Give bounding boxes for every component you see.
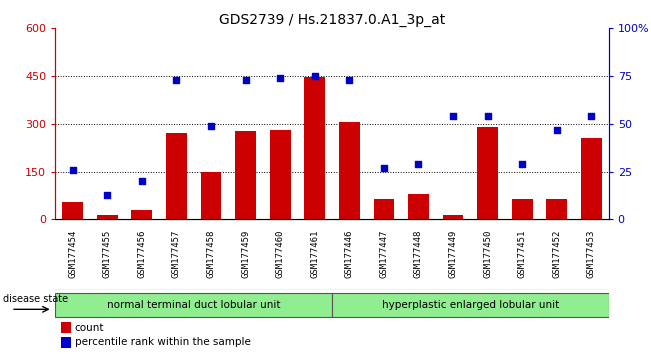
Point <box>68 167 78 173</box>
Point <box>206 123 216 129</box>
Point <box>586 113 596 119</box>
Point <box>137 178 147 184</box>
Title: GDS2739 / Hs.21837.0.A1_3p_at: GDS2739 / Hs.21837.0.A1_3p_at <box>219 13 445 27</box>
Bar <box>443 215 464 219</box>
Bar <box>332 293 609 317</box>
Text: GSM177455: GSM177455 <box>103 229 112 278</box>
Text: normal terminal duct lobular unit: normal terminal duct lobular unit <box>107 300 281 310</box>
Text: GSM177460: GSM177460 <box>275 229 284 278</box>
Text: GSM177459: GSM177459 <box>241 229 250 278</box>
Text: GSM177446: GSM177446 <box>345 229 353 278</box>
Text: GSM177461: GSM177461 <box>311 229 319 278</box>
Text: GSM177456: GSM177456 <box>137 229 146 278</box>
Bar <box>201 172 221 219</box>
Text: GSM177452: GSM177452 <box>552 229 561 278</box>
Point <box>344 77 355 83</box>
Text: hyperplastic enlarged lobular unit: hyperplastic enlarged lobular unit <box>381 300 559 310</box>
Bar <box>339 122 359 219</box>
Bar <box>305 77 325 219</box>
Point <box>448 113 458 119</box>
Bar <box>166 133 187 219</box>
Text: GSM177447: GSM177447 <box>380 229 389 278</box>
Point <box>171 77 182 83</box>
Bar <box>132 210 152 219</box>
Bar <box>581 138 602 219</box>
Bar <box>512 199 533 219</box>
Text: GSM177457: GSM177457 <box>172 229 181 278</box>
Text: percentile rank within the sample: percentile rank within the sample <box>75 337 251 348</box>
Text: GSM177453: GSM177453 <box>587 229 596 278</box>
Point <box>551 127 562 132</box>
Bar <box>374 199 395 219</box>
Text: disease state: disease state <box>3 295 68 304</box>
Bar <box>61 322 71 333</box>
Bar <box>97 215 118 219</box>
Bar <box>546 199 567 219</box>
Bar <box>55 293 332 317</box>
Text: GSM177451: GSM177451 <box>518 229 527 278</box>
Point <box>102 192 113 198</box>
Text: GSM177449: GSM177449 <box>449 229 458 278</box>
Text: GSM177448: GSM177448 <box>414 229 423 278</box>
Text: count: count <box>75 322 104 332</box>
Bar <box>408 194 429 219</box>
Bar <box>270 130 290 219</box>
Point <box>517 161 527 167</box>
Point <box>482 113 493 119</box>
Text: GSM177454: GSM177454 <box>68 229 77 278</box>
Point <box>240 77 251 83</box>
Bar <box>235 131 256 219</box>
Point <box>379 165 389 171</box>
Point <box>309 73 320 79</box>
Bar <box>477 127 498 219</box>
Bar <box>62 202 83 219</box>
Bar <box>61 337 71 348</box>
Point <box>275 75 285 81</box>
Text: GSM177458: GSM177458 <box>206 229 215 278</box>
Text: GSM177450: GSM177450 <box>483 229 492 278</box>
Point <box>413 161 424 167</box>
